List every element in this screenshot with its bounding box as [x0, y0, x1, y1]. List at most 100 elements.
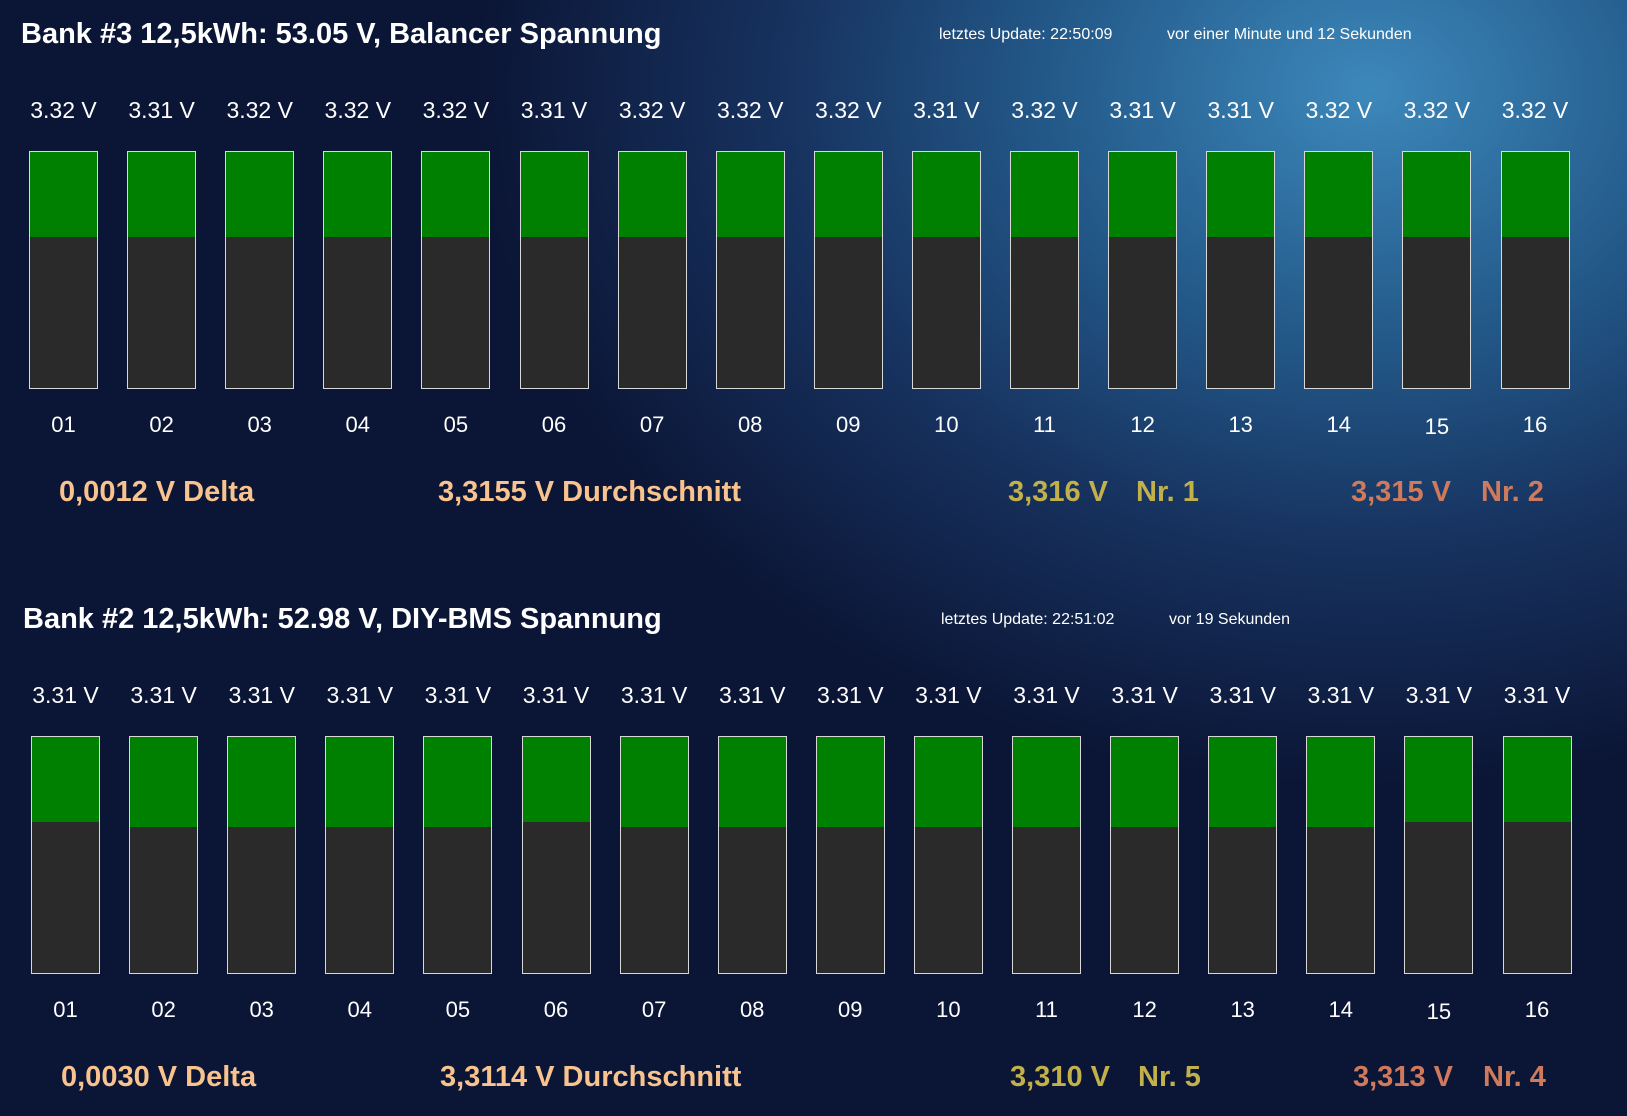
- cell-gauge: [225, 151, 295, 389]
- cell-fill: [424, 737, 492, 827]
- cell-voltage: 3.31 V: [718, 682, 786, 708]
- cell-gauge: [1110, 736, 1180, 974]
- cell-voltage: 3.31 V: [228, 682, 295, 708]
- cell-number: 11: [1033, 412, 1056, 437]
- cell-voltage: 3.31 V: [1207, 97, 1274, 123]
- bank-title: Bank #2 12,5kWh: 52.98 V, DIY-BMS Spannu…: [23, 603, 662, 635]
- cell-gauge: [1208, 736, 1278, 974]
- cell-fill: [1209, 737, 1277, 827]
- average: 3,3114 V Durchschnitt: [440, 1061, 742, 1093]
- cell-number: 09: [836, 412, 861, 437]
- cell-fill: [324, 152, 392, 237]
- cell-number: 11: [1035, 997, 1058, 1022]
- cell-fill: [128, 152, 196, 237]
- cell-voltage: 3.31 V: [1013, 682, 1080, 708]
- cell-number: 14: [1326, 412, 1352, 437]
- cell-number: 10: [934, 412, 959, 437]
- cell-fill: [1501, 152, 1569, 237]
- update-age: vor 19 Sekunden: [1169, 611, 1290, 628]
- cell-gauge: [1206, 151, 1276, 389]
- min-voltage: 3,315 V: [1351, 476, 1451, 508]
- cell-fill: [716, 152, 784, 237]
- max-cell: Nr. 1: [1136, 476, 1199, 508]
- cell-voltage: 3.31 V: [130, 682, 197, 708]
- min-voltage: 3,313 V: [1353, 1061, 1453, 1093]
- cell-gauge: [1012, 736, 1081, 974]
- cell-number: 14: [1328, 997, 1354, 1022]
- update-age: vor einer Minute und 12 Sekunden: [1167, 26, 1412, 43]
- cell-fill: [912, 152, 980, 237]
- cell-voltage: 3.32 V: [1011, 97, 1078, 123]
- cell-fill: [1307, 737, 1375, 827]
- cell-number: 09: [838, 997, 863, 1022]
- average: 3,3155 V Durchschnitt: [438, 476, 741, 508]
- cell-voltage: 3.31 V: [913, 97, 980, 123]
- cell-fill: [326, 737, 394, 827]
- delta: 0,0012 V Delta: [59, 476, 255, 508]
- update-time: letztes Update: 22:50:09: [939, 26, 1113, 43]
- cell-voltage: 3.32 V: [226, 97, 293, 123]
- cell-fill: [1013, 737, 1080, 827]
- cell-fill: [814, 152, 882, 237]
- cell-gauge: [1306, 736, 1376, 974]
- cell-voltage: 3.32 V: [324, 97, 392, 123]
- cell-fill: [914, 737, 982, 827]
- cell-gauge: [1502, 736, 1572, 974]
- cell-voltage: 3.31 V: [915, 682, 982, 708]
- cell-fill: [718, 737, 786, 827]
- cell-voltage: 3.31 V: [1209, 682, 1276, 708]
- cell-voltage: 3.31 V: [817, 682, 884, 708]
- cell-voltage: 3.32 V: [1403, 97, 1471, 123]
- cell-voltage: 3.32 V: [618, 97, 686, 123]
- cell-voltage: 3.31 V: [326, 682, 394, 708]
- cell-voltage: 3.32 V: [30, 97, 97, 123]
- cell-voltage: 3.31 V: [1405, 682, 1473, 708]
- cell-gauge: [619, 736, 689, 974]
- cell-fill: [1011, 152, 1078, 237]
- cell-gauge: [813, 151, 883, 389]
- update-time: letztes Update: 22:51:02: [941, 611, 1115, 628]
- cell-number: 04: [347, 997, 373, 1022]
- cell-voltage: 3.32 V: [1305, 97, 1373, 123]
- cell-number: 12: [1130, 412, 1155, 437]
- cell-voltage: 3.32 V: [1501, 97, 1569, 123]
- cell-gauge: [1108, 151, 1178, 389]
- min-cell: Nr. 2: [1481, 476, 1544, 508]
- cell-voltage: 3.31 V: [1503, 682, 1571, 708]
- cell-voltage: 3.31 V: [128, 97, 195, 123]
- cell-gauge: [31, 736, 100, 974]
- max-voltage: 3,316 V: [1008, 476, 1108, 508]
- cell-gauge: [617, 151, 687, 389]
- cell-gauge: [1402, 151, 1472, 389]
- cell-gauge: [1010, 151, 1079, 389]
- cell-number: 06: [543, 997, 569, 1022]
- cell-gauge: [521, 736, 591, 974]
- cell-gauge: [325, 736, 395, 974]
- cell-gauge: [911, 151, 981, 389]
- cell-fill: [1207, 152, 1275, 237]
- cell-number: 15: [1426, 999, 1452, 1024]
- cell-number: 06: [541, 412, 567, 437]
- cell-gauge: [519, 151, 589, 389]
- cell-voltage: 3.31 V: [522, 682, 590, 708]
- cell-voltage: 3.32 V: [422, 97, 490, 123]
- cell-fill: [32, 737, 99, 822]
- cell-fill: [816, 737, 884, 827]
- cell-gauge: [913, 736, 983, 974]
- cell-voltage: 3.32 V: [815, 97, 882, 123]
- cell-fill: [1109, 152, 1177, 237]
- cell-gauge: [227, 736, 297, 974]
- cell-voltage: 3.31 V: [32, 682, 99, 708]
- cell-fill: [1403, 152, 1471, 237]
- cell-number: 08: [737, 412, 763, 437]
- max-voltage: 3,310 V: [1010, 1061, 1110, 1093]
- cell-fill: [620, 737, 688, 827]
- delta: 0,0030 V Delta: [61, 1061, 257, 1093]
- cell-voltage: 3.31 V: [520, 97, 588, 123]
- cell-number: 08: [739, 997, 765, 1022]
- cell-fill: [130, 737, 198, 827]
- cell-number: 13: [1228, 412, 1253, 437]
- cell-voltage: 3.31 V: [1109, 97, 1176, 123]
- cell-number: 10: [936, 997, 961, 1022]
- cell-gauge: [421, 151, 491, 389]
